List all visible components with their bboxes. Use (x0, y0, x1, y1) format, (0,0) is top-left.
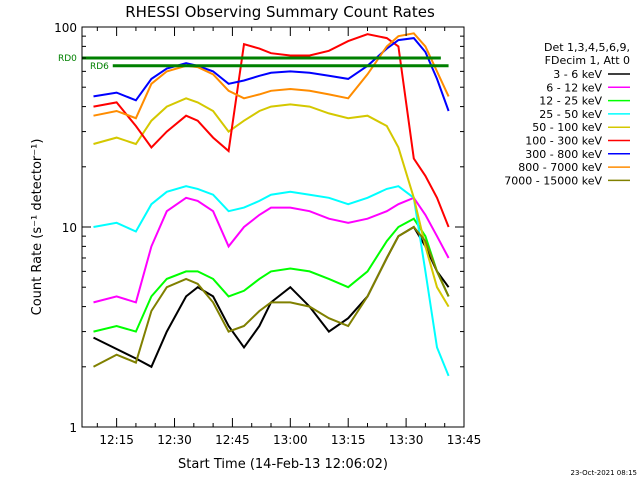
x-tick-label-3: 13:00 (273, 433, 308, 447)
x-tick-label-0: 12:15 (99, 433, 134, 447)
legend-label-4: 50 - 100 keV (532, 121, 602, 134)
flag-label-1: RD6 (90, 62, 109, 72)
axes: 12:15 12:30 12:45 13:00 13:15 13:30 13:45 1 10 10… (54, 21, 481, 447)
y-tick-label-2: 100 (54, 21, 77, 35)
chart-title: RHESSI Observing Summary Count Rates (125, 3, 435, 21)
legend-header-line-2: FDecim 1, Att 0 (545, 54, 630, 67)
x-tick-label-4: 13:15 (331, 433, 366, 447)
y-tick-label-1: 10 (62, 221, 77, 235)
legend-label-5: 100 - 300 keV (525, 135, 602, 148)
legend-label-1: 6 - 12 keV (546, 81, 602, 94)
series-line-1 (93, 196, 450, 304)
plot-area (93, 32, 450, 377)
x-tick-label-5: 13:30 (389, 433, 424, 447)
legend-label-8: 7000 - 15000 keV (504, 174, 602, 187)
series-line-3 (93, 185, 450, 377)
flag-label-0: RD0 (58, 54, 77, 64)
series-line-6 (93, 37, 450, 112)
series-line-0 (93, 225, 450, 369)
series-line-8 (93, 225, 450, 368)
legend: Det 1,3,4,5,6,9, FDecim 1, Att 0 3 - 6 k… (504, 41, 630, 187)
footer-timestamp: 23-Oct-2021 08:15 (571, 469, 637, 477)
x-tick-label-1: 12:30 (157, 433, 192, 447)
legend-label-0: 3 - 6 keV (553, 68, 602, 81)
legend-label-6: 300 - 800 keV (525, 148, 602, 161)
x-tick-label-2: 12:45 (215, 433, 250, 447)
legend-header-line-1: Det 1,3,4,5,6,9, (544, 41, 630, 54)
legend-label-7: 800 - 7000 keV (518, 161, 602, 174)
series-line-4 (93, 97, 450, 308)
y-axis-label: Count Rate (s⁻¹ detector⁻¹) (30, 139, 45, 316)
flag-lines: RD0 RD6 (58, 54, 449, 72)
series-line-7 (93, 32, 450, 120)
legend-label-3: 25 - 50 keV (539, 108, 602, 121)
y-tick-label-0: 1 (69, 421, 77, 435)
x-axis-label: Start Time (14-Feb-13 12:06:02) (178, 457, 388, 472)
series-line-2 (93, 217, 450, 333)
legend-label-2: 12 - 25 keV (539, 95, 602, 108)
series-line-5 (93, 33, 450, 228)
x-tick-label-6: 13:45 (447, 433, 482, 447)
